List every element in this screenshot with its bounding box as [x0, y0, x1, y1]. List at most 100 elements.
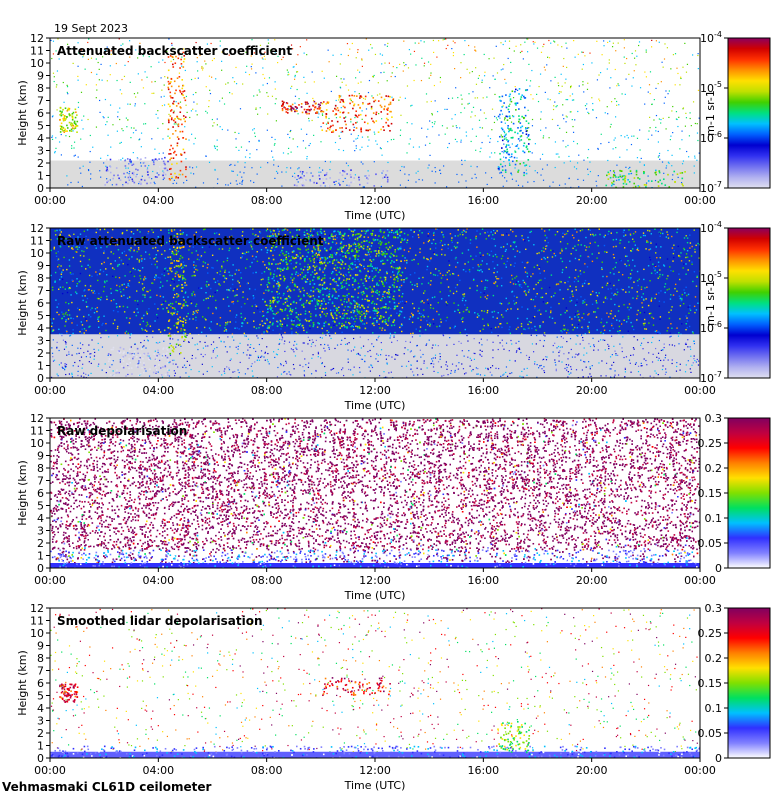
y-tick-label: 10: [30, 437, 44, 450]
x-tick-label: 08:00: [251, 384, 283, 397]
x-tick-label: 20:00: [576, 574, 608, 587]
y-tick-label: 6: [37, 107, 44, 120]
colorbar: 0 0.05 0.1 0.15 0.2 0.25 0.3: [698, 412, 771, 575]
colorbar-unit-label: m-1 sr-1: [704, 90, 717, 136]
x-tick-label: 00:00: [34, 764, 66, 777]
heatmap-field: [50, 418, 700, 568]
x-tick-label: 12:00: [359, 384, 391, 397]
panel-title: Raw attenuated backscatter coefficient: [57, 234, 324, 248]
colorbar-tick-label: 10-4: [700, 30, 722, 45]
y-tick-label: 2: [37, 727, 44, 740]
y-tick-label: 1: [37, 740, 44, 753]
panel-title: Attenuated backscatter coefficient: [57, 44, 292, 58]
panel-title: Raw depolarisation: [57, 424, 187, 438]
y-tick-label: 11: [30, 235, 44, 248]
y-tick-label: 7: [37, 285, 44, 298]
panel-2: Raw attenuated backscatter coefficient01…: [16, 220, 771, 412]
y-tick-label: 2: [37, 347, 44, 360]
heatmap-field: [50, 228, 700, 378]
colorbar-tick-label: 10-7: [700, 370, 722, 385]
colorbar-tick-label: 0.3: [705, 602, 723, 615]
x-axis-label: Time (UTC): [344, 399, 406, 412]
x-tick-label: 16:00: [467, 574, 499, 587]
y-tick-label: 10: [30, 627, 44, 640]
x-tick-label: 20:00: [576, 384, 608, 397]
x-tick-label: 20:00: [576, 194, 608, 207]
x-tick-label: 08:00: [251, 764, 283, 777]
panels: Attenuated backscatter coefficient012345…: [16, 30, 771, 792]
colorbar-tick-label: 0.2: [705, 462, 723, 475]
y-tick-label: 2: [37, 537, 44, 550]
y-tick-label: 4: [37, 132, 44, 145]
y-tick-label: 2: [37, 157, 44, 170]
y-tick-label: 3: [37, 715, 44, 728]
x-tick-label: 16:00: [467, 764, 499, 777]
y-tick-label: 11: [30, 425, 44, 438]
y-tick-label: 9: [37, 450, 44, 463]
y-tick-label: 8: [37, 272, 44, 285]
y-tick-label: 0: [37, 182, 44, 195]
colorbar-tick-label: 0.2: [705, 652, 723, 665]
colorbar-tick-label: 10-7: [700, 180, 722, 195]
date-label: 19 Sept 2023: [54, 22, 128, 35]
x-tick-label: 00:00: [684, 384, 716, 397]
x-tick-label: 00:00: [34, 574, 66, 587]
y-tick-label: 1: [37, 550, 44, 563]
colorbar: 0 0.05 0.1 0.15 0.2 0.25 0.3: [698, 602, 771, 765]
x-tick-label: 00:00: [684, 194, 716, 207]
y-tick-label: 12: [30, 602, 44, 615]
y-tick-label: 10: [30, 247, 44, 260]
panel-4: Smoothed lidar depolarisation01234567891…: [16, 602, 771, 792]
panel-1: Attenuated backscatter coefficient 0 12 345…: [16, 30, 771, 222]
colorbar-tick-label: 0: [715, 562, 722, 575]
y-axis-label: Height (km): [16, 460, 29, 526]
y-tick-label: 12: [30, 222, 44, 235]
y-tick-label: 6: [37, 297, 44, 310]
y-tick-label: 12: [30, 32, 44, 45]
x-tick-label: 12:00: [359, 194, 391, 207]
x-tick-label: 12:00: [359, 574, 391, 587]
y-tick-label: 9: [37, 70, 44, 83]
x-tick-label: 00:00: [34, 384, 66, 397]
y-axis-label: Height (km): [16, 80, 29, 146]
y-tick-label: 9: [37, 260, 44, 273]
colorbar-tick-label: 10-4: [700, 220, 722, 235]
y-tick-label: 1: [37, 360, 44, 373]
y-tick-label: 0: [37, 562, 44, 575]
x-axis-label: Time (UTC): [344, 209, 406, 222]
y-tick-label: 4: [37, 702, 44, 715]
colorbar-tick-label: 0: [715, 752, 722, 765]
x-tick-label: 12:00: [359, 764, 391, 777]
y-tick-label: 4: [37, 322, 44, 335]
x-tick-label: 04:00: [142, 384, 174, 397]
x-tick-label: 04:00: [142, 574, 174, 587]
colorbar-tick-label: 0.05: [698, 727, 723, 740]
y-tick-label: 8: [37, 82, 44, 95]
y-tick-label: 6: [37, 677, 44, 690]
colorbar: 10-710-610-510-4m-1 sr-1: [700, 30, 771, 195]
y-tick-label: 3: [37, 145, 44, 158]
colorbar-tick-label: 0.1: [705, 702, 723, 715]
colorbar-tick-label: 0.3: [705, 412, 723, 425]
x-axis-label: Time (UTC): [344, 779, 406, 792]
y-tick-label: 6: [37, 487, 44, 500]
y-tick-label: 7: [37, 665, 44, 678]
x-tick-label: 16:00: [467, 384, 499, 397]
y-tick-label: 3: [37, 525, 44, 538]
heatmap-field: [50, 608, 700, 758]
colorbar-tick-label: 0.25: [698, 437, 723, 450]
footer-label: Vehmasmaki CL61D ceilometer: [2, 780, 211, 794]
y-tick-label: 0: [37, 752, 44, 765]
colorbar-tick-label: 0.15: [698, 487, 723, 500]
x-tick-label: 00:00: [34, 194, 66, 207]
x-tick-label: 00:00: [684, 574, 716, 587]
y-tick-label: 5: [37, 120, 44, 133]
y-tick-label: 4: [37, 512, 44, 525]
x-tick-label: 20:00: [576, 764, 608, 777]
colorbar-tick-label: 0.15: [698, 677, 723, 690]
panel-3: Raw depolarisation0123456789101112Height…: [16, 412, 771, 602]
heatmap-field: [50, 38, 700, 188]
y-tick-label: 5: [37, 500, 44, 513]
x-tick-label: 08:00: [251, 194, 283, 207]
